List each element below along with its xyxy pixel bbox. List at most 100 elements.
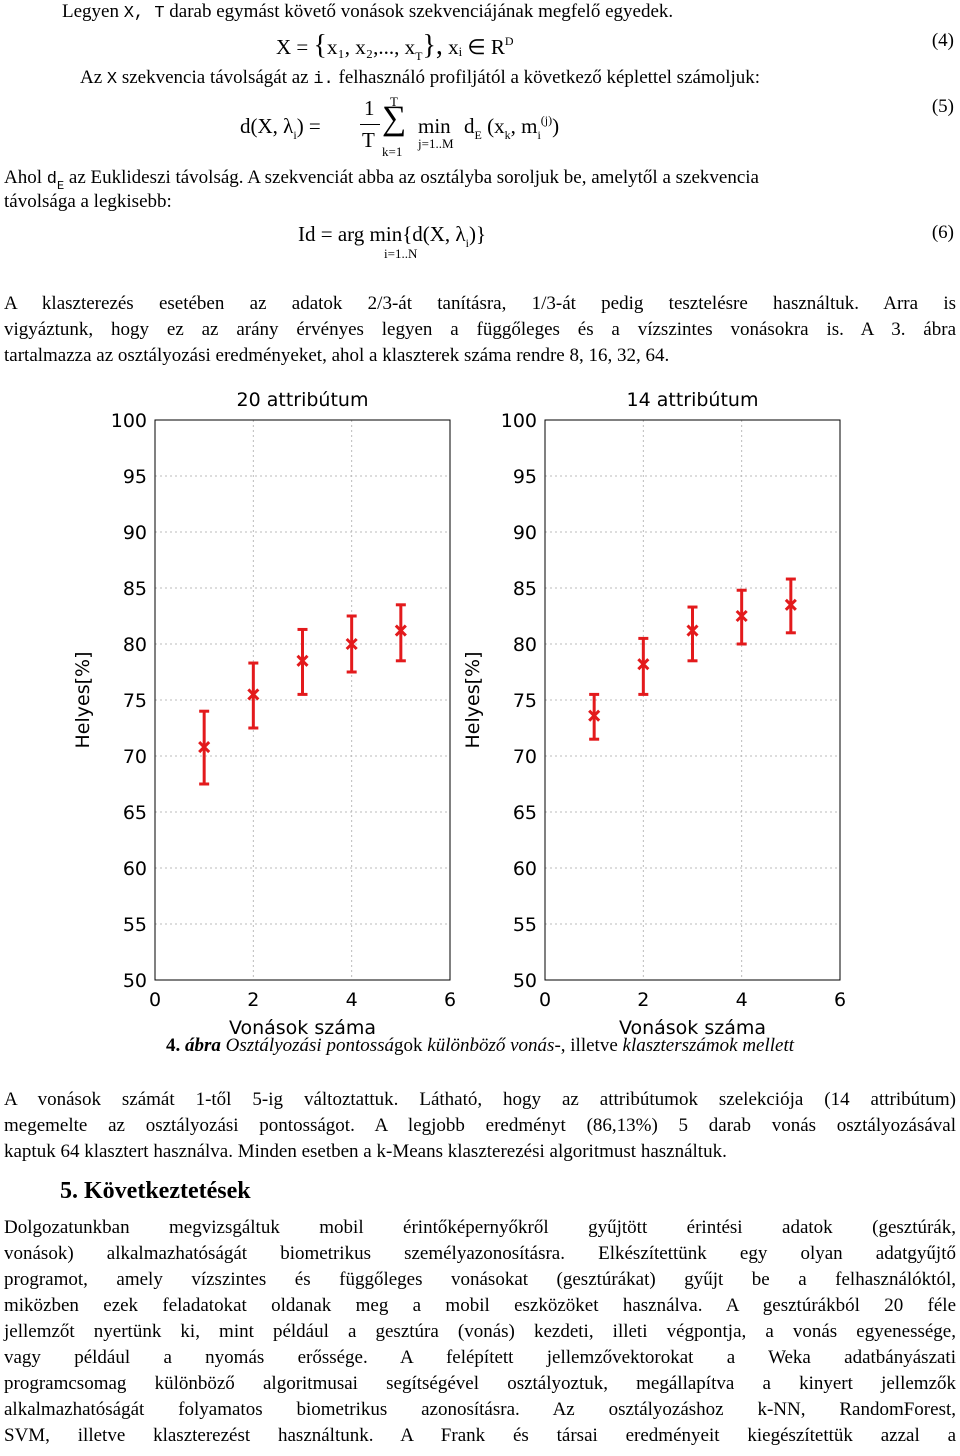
figure-caption: 4. ábra Osztályozási pontosságok különbö… [0,1034,960,1058]
y-tick-label: 50 [123,970,147,992]
eq5-sum-top: T [390,94,398,109]
x-tick-label: 4 [736,989,748,1011]
eq5-frac-den: T [362,128,375,152]
eq5-d: d [464,114,475,138]
y-tick-label: 80 [123,634,147,656]
para2-line-2: megemelte az osztályozási pontosságot. A… [4,1115,956,1136]
chart-right-svg: 50 55 60 65 70 75 80 85 90 95 100 0 2 4 6 14 attribútum… [462,389,846,1039]
chart-right: 50 55 60 65 70 75 80 85 90 95 100 0 2 4 6 14 attribútum… [430,380,846,1039]
x-tick-label: 4 [346,989,358,1011]
eq6-close: )} [468,222,487,246]
data-point [247,688,260,701]
x-axis-label: Vonások száma [229,1017,376,1039]
data-point [588,709,601,722]
y-tick-label: 70 [123,746,147,768]
eq5-frac-num: 1 [364,96,375,120]
eq5-x-sub: k [504,128,511,142]
line-3: Ahol dE az Euklideszi távolság. A szekve… [4,166,759,193]
eq4-number: (4) [931,30,954,51]
data-point [735,609,748,623]
y-tick-label: 80 [513,634,537,656]
para1-line-2: vigyáztunk, hogy ez az arány érvényes le… [4,319,956,340]
intro-text-a: Legyen [62,1,124,22]
data-point [394,624,407,637]
para3-line-8: alkalmazhatóságát folyamatos biometrikus… [4,1399,956,1420]
caption-t4: -, illetve [554,1035,618,1056]
plot-frame [544,419,841,981]
y-tick-label: 85 [123,578,147,600]
eq6-below: i=1..N [384,246,418,261]
intro-line: Legyen X, T darab egymást követő vonások… [62,0,673,26]
caption-abra: ábra [184,1035,221,1056]
data-point [198,740,211,754]
eq6-number: (6) [931,222,954,243]
para3-line-6: vagy például a nyomás erőssége. A felépí… [4,1347,956,1368]
line3-code-d: d [46,170,57,189]
eq4-sup-d: D [504,34,514,48]
line3-d: az Euklideszi távolság. A szekvenciát ab… [64,167,759,188]
x-tick-label: 6 [834,989,846,1011]
eq4-lhs: X = [276,35,314,59]
y-tick-label: 75 [513,690,537,712]
y-tick-label: 95 [513,466,537,488]
intro-code: X, T [123,4,165,23]
y-tick-label: 90 [123,522,147,544]
y-tick-label: 50 [513,970,537,992]
para3-line-2: vonások) alkalmazhatóságát biometrikus s… [4,1243,956,1264]
intro-text-c: darab egymást követő vonások szekvenciáj… [164,1,674,22]
y-axis-label: Helyes[%] [462,652,484,749]
chart-title: 20 attribútum [237,389,369,411]
eq6-lhs: Id = arg min{d(X, λ [298,222,466,246]
line-4: távolsága a legkisebb: [4,191,172,212]
caption-t1: Osztályozási pontossá [225,1035,395,1056]
para3-line-5: jellemzőt nyertünk ki, mint például a ge… [4,1321,956,1342]
line2-code-i: i. [313,70,334,89]
line2-code-x: X [106,70,118,89]
equation-4: X = {x₁, x₂,..., xT}, xᵢ ∈ RD [276,30,514,63]
x-tick-label: 2 [247,989,259,1011]
eq5-lhs: d(X, λi) = [240,114,321,142]
equation-5: d(X, λi) = 1 T T ∑ k=1 min j=1..M dE (xk… [240,90,640,160]
data-point [345,637,358,651]
section-num: 5. [60,1178,78,1204]
y-tick-label: 85 [513,578,537,600]
y-tick-label: 95 [123,466,147,488]
eq5-eq: ) = [296,114,321,138]
data-point [637,658,650,671]
y-tick-label: 60 [123,858,147,880]
y-tick-label: 75 [123,690,147,712]
y-tick-label: 70 [513,746,537,768]
chart-title: 14 attribútum [627,389,759,411]
y-tick-label: 100 [501,410,537,432]
y-tick-label: 65 [123,802,147,824]
data-point [296,654,309,667]
eq4-brace-open: { [313,30,327,61]
line-2: Az X szekvencia távolságát az i. felhasz… [80,66,760,92]
eq6-sub-i: i [465,236,469,250]
eq5-m-sub: i [537,128,541,142]
eq5-m-sup: (j) [540,113,553,127]
chart-left: 50 55 60 65 70 75 80 85 90 95 100 0 2 4 6 20 attribútum… [40,380,456,1039]
caption-t2: gok [394,1035,423,1056]
eq5-min: min [418,114,451,138]
para3-line-3: programot, amely vízszintes és függőlege… [4,1269,956,1290]
line2-a: Az [80,67,107,88]
x-tick-label: 6 [444,989,456,1011]
eq5-sigma: ∑ [382,100,407,137]
eq5-de: dE (xk, mi(j)) [464,113,559,142]
data-point [784,598,797,611]
para3-line-7: programcsomag különböző algoritmusai seg… [4,1373,956,1394]
eq5-lhs-text: d(X, λ [240,114,294,138]
line2-e: felhasználó profiljától a következő képl… [333,67,761,88]
para3-line-9: SVM, illetve klaszterezést használtunk. … [4,1425,956,1446]
eq5-min-sub: j=1..M [418,136,454,151]
eq5-sub-i: i [293,128,297,142]
caption-t3: különböző vonás [427,1035,555,1056]
y-tick-label: 100 [111,410,147,432]
section-heading: 5. Következtetések [60,1178,251,1205]
eq5-d-sub: E [474,128,482,142]
line3-a: Ahol [4,167,47,188]
line3-code-e: E [56,179,65,193]
y-tick-label: 60 [513,858,537,880]
eq4-brace-close: }, [422,30,443,61]
